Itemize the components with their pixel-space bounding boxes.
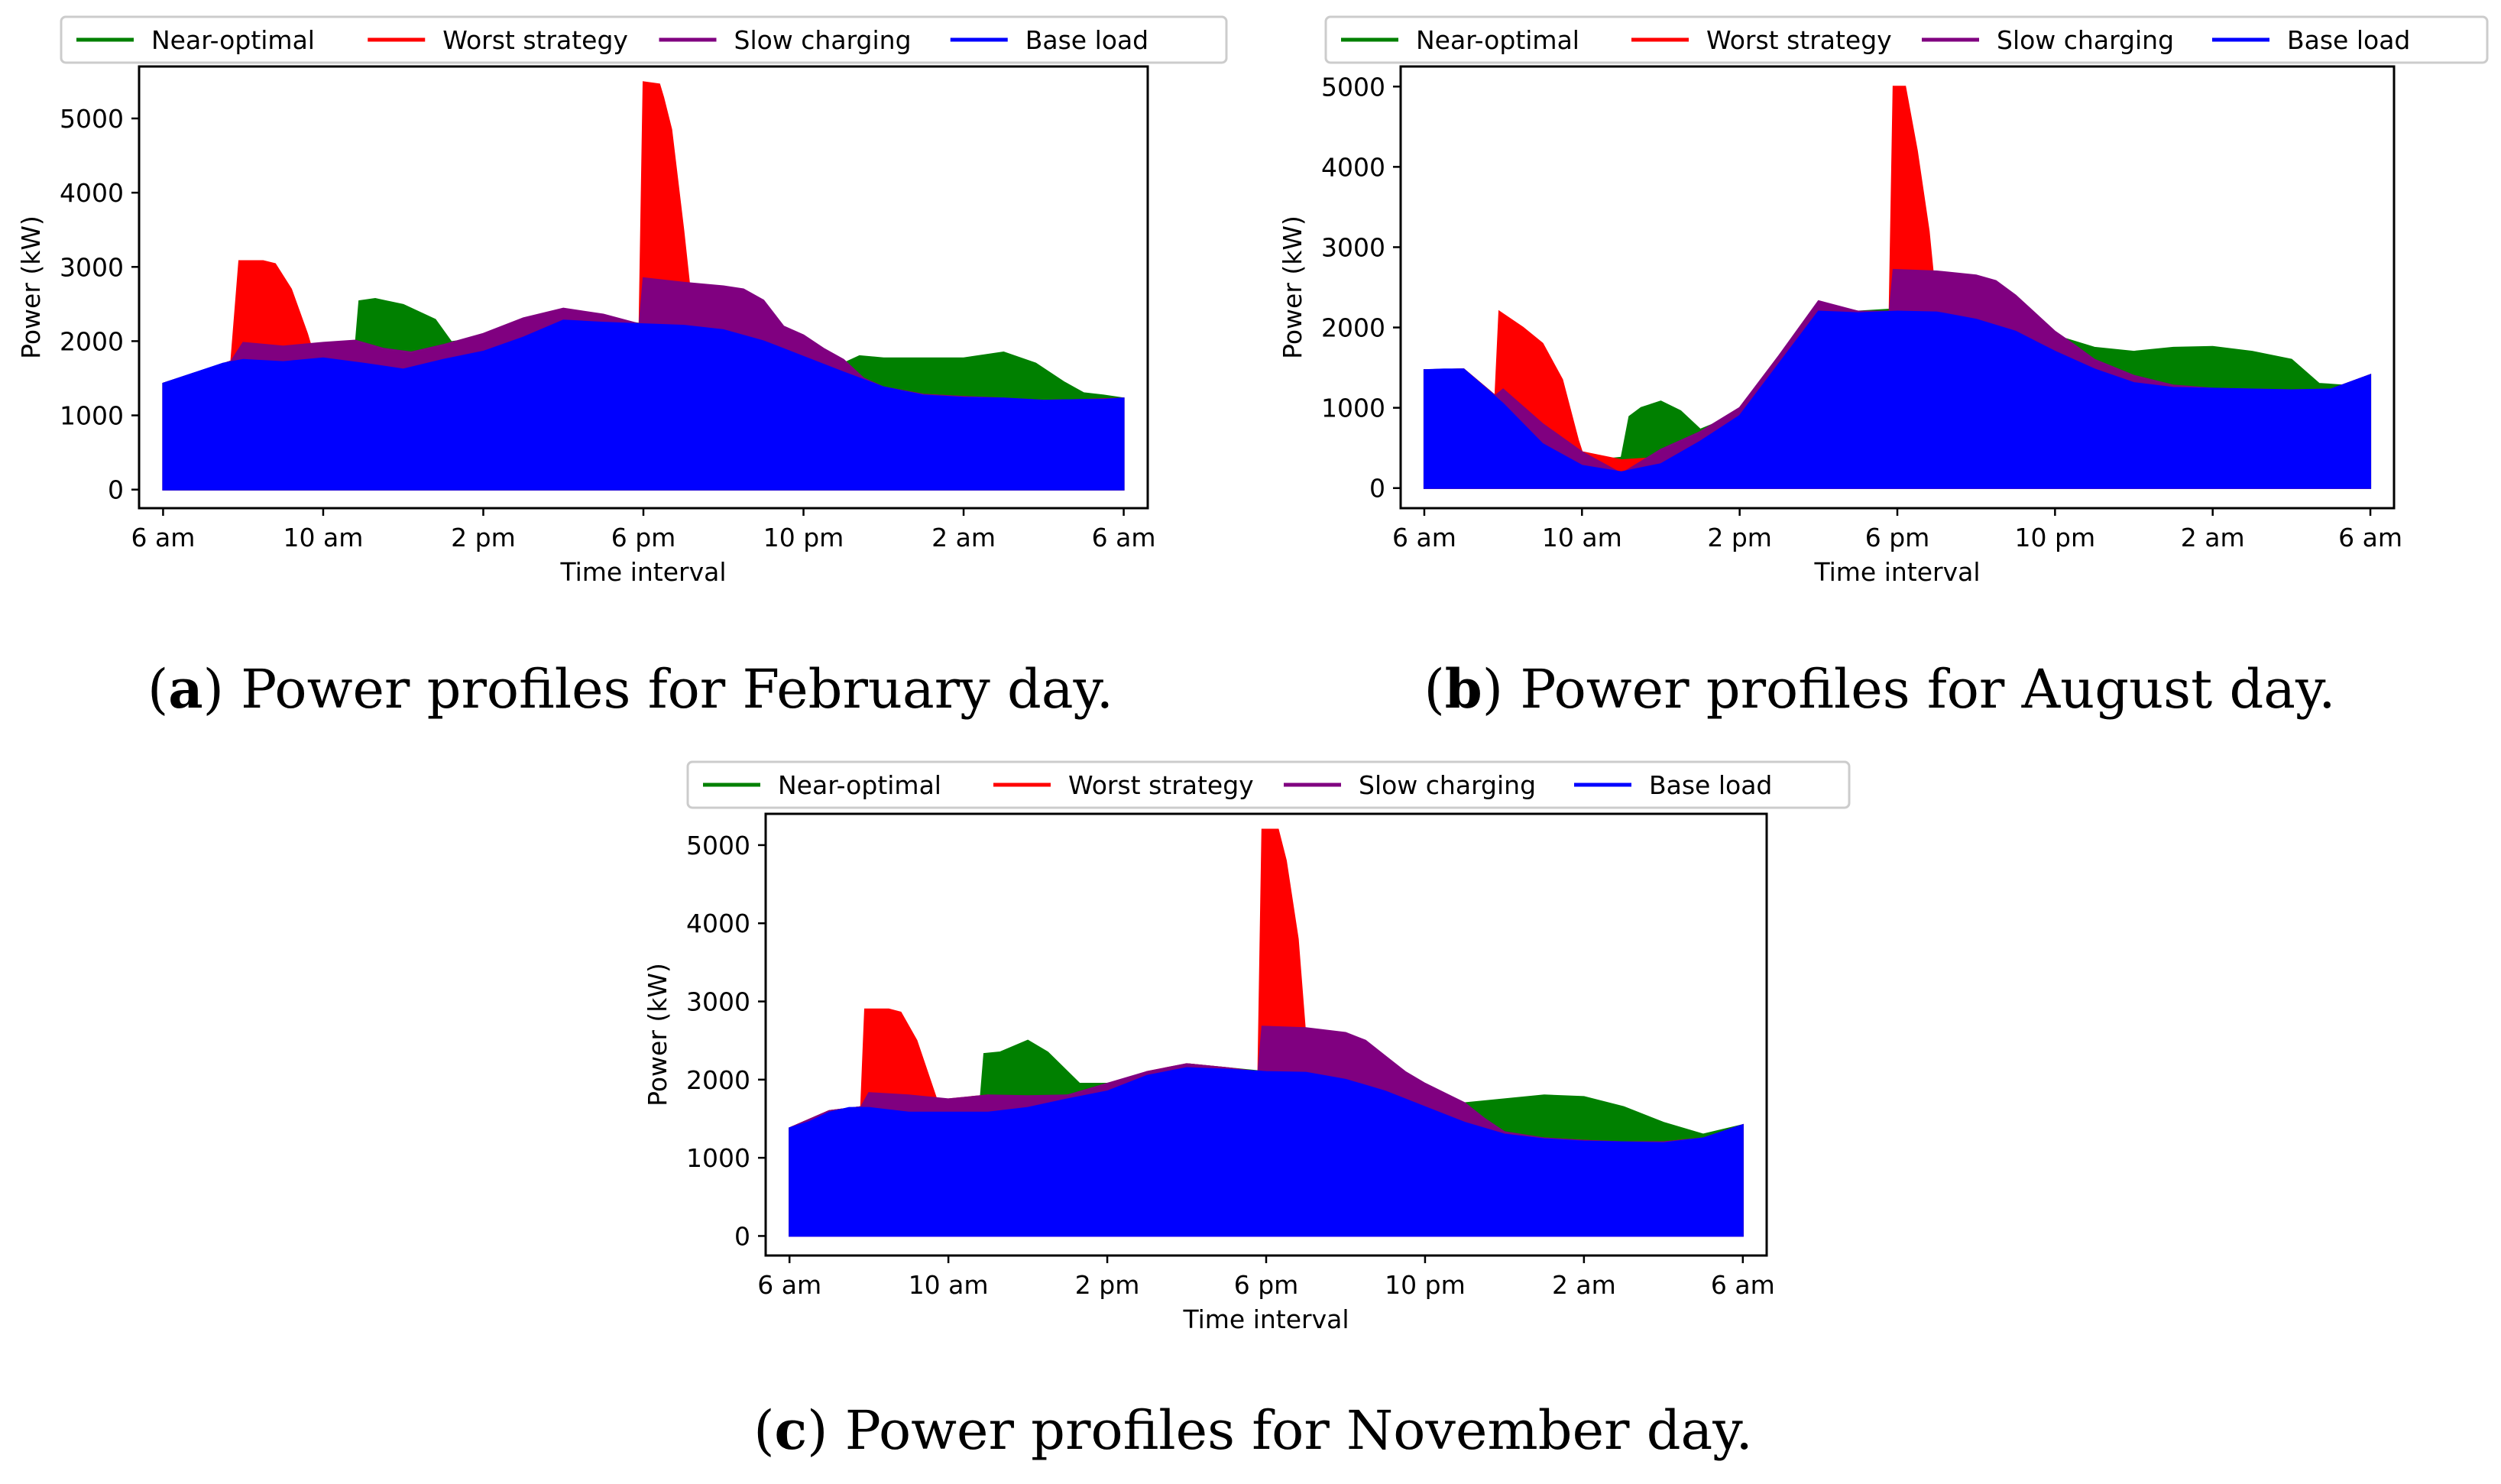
x-tick-label: 6 am (2338, 523, 2402, 552)
x-axis-label: Time interval (1813, 557, 1980, 587)
legend-frame (1324, 15, 2489, 64)
area-group (789, 828, 1744, 1237)
y-axis-label: Power (kW) (1278, 215, 1307, 359)
legend-label-1: Worst strategy (442, 25, 628, 55)
caption-c: (c) Power profiles for November day. (753, 1398, 1753, 1462)
x-tick-label: 6 am (757, 1270, 821, 1300)
x-tick-label: 2 am (931, 523, 996, 552)
chart-november: Near-optimal Worst strategy Slow charging B… (627, 745, 1880, 1356)
legend: Near-optimal Worst strategy Slow charging B… (1324, 15, 2489, 64)
area-base-load (162, 319, 1125, 491)
y-tick-label: 5000 (60, 104, 124, 134)
y-tick-label: 1000 (686, 1143, 750, 1173)
y-tick-label: 1000 (1321, 394, 1385, 423)
x-tick-label: 2 pm (1075, 1270, 1140, 1300)
chart-august: Near-optimal Worst strategy Slow charging B… (1261, 0, 2501, 611)
x-axis-label: Time interval (559, 557, 726, 587)
area-group (1423, 86, 2372, 489)
legend: Near-optimal Worst strategy Slow charging B… (686, 760, 1851, 809)
x-tick-label: 2 pm (1707, 523, 1772, 552)
caption-a: (a) Power profiles for February day. (147, 657, 1114, 721)
x-tick-label: 2 am (1552, 1270, 1616, 1300)
legend-label-0: Near-optimal (778, 770, 941, 800)
legend-label-3: Base load (1649, 770, 1772, 800)
legend-label-1: Worst strategy (1706, 25, 1892, 55)
x-tick-label: 6 pm (611, 523, 676, 552)
x-tick-label: 10 am (1542, 523, 1622, 552)
y-tick-label: 2000 (686, 1065, 750, 1095)
x-tick-label: 6 pm (1234, 1270, 1299, 1300)
legend-label-1: Worst strategy (1068, 770, 1254, 800)
y-tick-label: 2000 (1321, 313, 1385, 343)
x-tick-label: 2 pm (451, 523, 516, 552)
y-tick-label: 5000 (1321, 72, 1385, 102)
y-axis-label: Power (kW) (16, 215, 46, 359)
legend-label-3: Base load (1025, 25, 1148, 55)
x-tick-label: 6 am (131, 523, 195, 552)
y-tick-label: 4000 (686, 909, 750, 938)
x-tick-label: 10 pm (1385, 1270, 1466, 1300)
y-tick-label: 1000 (60, 401, 124, 431)
x-tick-label: 6 pm (1865, 523, 1930, 552)
chart-svg-february: Near-optimal Worst strategy Slow charging B… (16, 15, 1228, 587)
x-tick-label: 6 am (1711, 1270, 1775, 1300)
x-tick-label: 2 am (2181, 523, 2245, 552)
y-tick-label: 0 (1369, 474, 1385, 504)
y-tick-label: 0 (734, 1221, 750, 1251)
x-tick-label: 10 am (283, 523, 364, 552)
x-tick-label: 6 am (1392, 523, 1456, 552)
x-tick-label: 10 pm (763, 523, 844, 552)
y-tick-label: 4000 (1321, 152, 1385, 182)
legend-label-0: Near-optimal (151, 25, 315, 55)
y-tick-label: 3000 (60, 252, 124, 282)
area-group (162, 81, 1125, 491)
y-tick-label: 5000 (686, 831, 750, 860)
legend-label-2: Slow charging (734, 25, 912, 55)
area-base-load (1423, 310, 2372, 489)
y-tick-label: 3000 (1321, 232, 1385, 262)
legend-frame (686, 760, 1851, 809)
legend-label-2: Slow charging (1359, 770, 1536, 800)
legend-label-2: Slow charging (1997, 25, 2174, 55)
area-base-load (789, 1067, 1744, 1237)
legend-frame (60, 15, 1228, 64)
x-tick-label: 10 am (909, 1270, 989, 1300)
chart-svg-august: Near-optimal Worst strategy Slow charging B… (1278, 15, 2489, 587)
legend: Near-optimal Worst strategy Slow charging B… (60, 15, 1228, 64)
x-tick-label: 10 pm (2015, 523, 2096, 552)
caption-b: (b) Power profiles for August day. (1424, 657, 2336, 721)
legend-label-3: Base load (2287, 25, 2410, 55)
x-tick-label: 6 am (1092, 523, 1156, 552)
y-tick-label: 2000 (60, 326, 124, 356)
legend-label-0: Near-optimal (1416, 25, 1579, 55)
y-tick-label: 0 (108, 475, 124, 505)
chart-february: Near-optimal Worst strategy Slow charging B… (0, 0, 1253, 611)
x-axis-label: Time interval (1182, 1304, 1349, 1334)
y-axis-label: Power (kW) (643, 963, 672, 1107)
y-tick-label: 3000 (686, 987, 750, 1017)
y-tick-label: 4000 (60, 178, 124, 208)
chart-svg-november: Near-optimal Worst strategy Slow charging B… (643, 760, 1851, 1334)
